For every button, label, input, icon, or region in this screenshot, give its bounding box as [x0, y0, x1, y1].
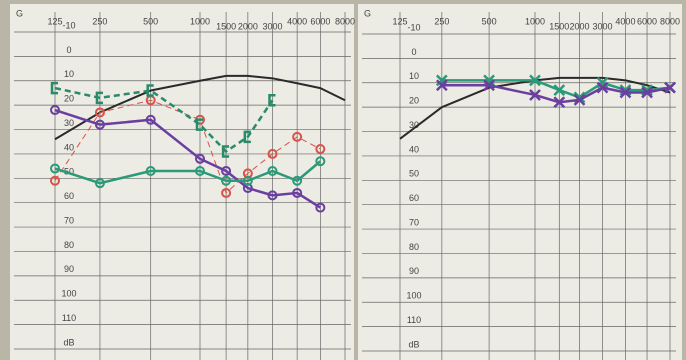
- y-tick-label: 40: [409, 144, 419, 154]
- y-tick-label: dB: [408, 339, 419, 349]
- x-tick-label: 6000: [637, 16, 657, 26]
- x-tick-label: 2000: [238, 21, 258, 31]
- y-tick-label: 100: [406, 291, 421, 301]
- y-tick-label: 10: [64, 69, 74, 79]
- y-tick-label: 60: [409, 193, 419, 203]
- x-tick-label: 500: [482, 16, 497, 26]
- x-tick-label: 1000: [190, 16, 210, 26]
- x-tick-label: 8000: [335, 16, 355, 26]
- y-tick-label: -10: [62, 20, 75, 30]
- x-tick-label: 4000: [287, 16, 307, 26]
- x-tick-label: 2000: [570, 21, 590, 31]
- x-tick-label: 125: [47, 16, 62, 26]
- x-tick-label: 1000: [525, 16, 545, 26]
- y-tick-label: 90: [409, 266, 419, 276]
- y-tick-label: 30: [64, 118, 74, 128]
- corner-label: G: [364, 8, 371, 18]
- x-tick-label: 250: [92, 16, 107, 26]
- y-tick-label: 90: [64, 264, 74, 274]
- x-tick-label: 3000: [262, 21, 282, 31]
- x-tick-label: 500: [143, 16, 158, 26]
- y-tick-label: 100: [61, 289, 76, 299]
- y-tick-label: 60: [64, 191, 74, 201]
- y-tick-label: 0: [66, 45, 71, 55]
- x-tick-label: 1500: [549, 21, 569, 31]
- y-tick-label: dB: [63, 337, 74, 347]
- y-tick-label: 110: [407, 315, 421, 325]
- y-tick-label: 110: [62, 313, 76, 323]
- x-tick-label: 6000: [310, 16, 330, 26]
- x-tick-label: 3000: [592, 21, 612, 31]
- y-tick-label: 80: [409, 242, 419, 252]
- y-tick-label: 50: [409, 169, 419, 179]
- corner-label: G: [16, 8, 23, 18]
- y-tick-label: -10: [407, 22, 420, 32]
- y-tick-label: 80: [64, 240, 74, 250]
- paper-left: [10, 4, 354, 360]
- x-tick-label: 1500: [216, 21, 236, 31]
- y-tick-label: 0: [411, 47, 416, 57]
- y-tick-label: 70: [409, 217, 419, 227]
- y-tick-label: 10: [409, 71, 419, 81]
- y-tick-label: 20: [409, 96, 419, 106]
- y-tick-label: 40: [64, 142, 74, 152]
- x-tick-label: 125: [392, 16, 407, 26]
- y-tick-label: 70: [64, 215, 74, 225]
- x-tick-label: 8000: [660, 16, 680, 26]
- x-tick-label: 250: [434, 16, 449, 26]
- y-tick-label: 20: [64, 94, 74, 104]
- x-tick-label: 4000: [615, 16, 635, 26]
- audiogram-photo: G-100102030405060708090100110dB125250500…: [0, 0, 686, 360]
- paper-right: [358, 4, 682, 360]
